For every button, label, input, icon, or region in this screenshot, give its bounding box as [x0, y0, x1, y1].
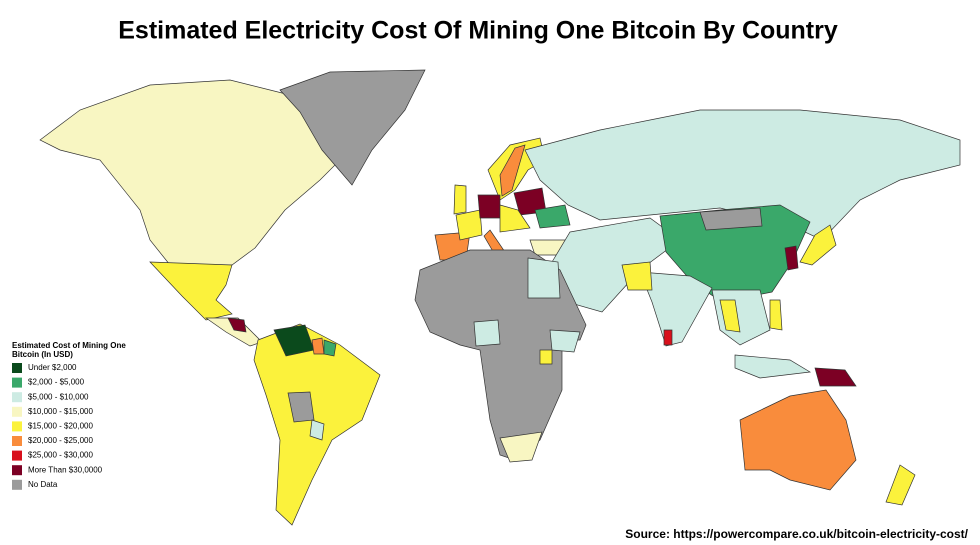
uganda: [539, 349, 553, 365]
legend-swatch: [12, 450, 22, 461]
legend-swatch: [12, 363, 22, 373]
world-map: [39, 69, 961, 526]
africa: [414, 249, 587, 461]
paraguay: [309, 419, 325, 441]
ethiopia: [549, 329, 581, 353]
norway-sweden: [499, 144, 526, 197]
legend-swatch: [12, 406, 22, 417]
mongolia: [699, 207, 763, 231]
germany: [477, 194, 501, 219]
legend-label: $10,000 - $15,000: [28, 407, 93, 416]
ukraine: [534, 204, 571, 229]
nicaragua: [227, 317, 247, 333]
legend-swatch: [12, 377, 22, 388]
france: [455, 209, 483, 241]
legend-title: Estimated Cost of Mining One: [12, 341, 126, 350]
north-america: [39, 79, 351, 266]
south-africa: [499, 431, 543, 463]
legend-swatch: [12, 479, 22, 490]
india: [639, 271, 713, 347]
legend-label: No Data: [28, 480, 58, 489]
legend-swatch: [12, 465, 22, 476]
pakistan: [621, 261, 653, 291]
china: [659, 204, 811, 303]
source-note: Source: https://powercompare.co.uk/bitco…: [625, 527, 968, 541]
bolivia: [287, 391, 315, 423]
legend-label: More Than $30,0000: [28, 465, 103, 474]
nigeria: [473, 319, 501, 347]
guyana: [311, 337, 325, 355]
legend-label: $15,000 - $20,000: [28, 422, 93, 431]
mexico: [149, 261, 233, 321]
indonesia: [734, 354, 812, 379]
korea: [784, 245, 799, 271]
philippines: [769, 299, 783, 331]
legend-label: $2,000 - $5,000: [28, 378, 85, 387]
central-europe: [499, 204, 531, 233]
russia: [524, 109, 961, 241]
legend-label: Under $2,000: [28, 363, 77, 372]
legend-swatch: [12, 436, 22, 446]
thailand: [719, 299, 741, 333]
legend-title: Bitcoin (In USD): [12, 350, 73, 359]
central-america: [204, 317, 263, 347]
greenland: [279, 69, 426, 186]
legend-label: $5,000 - $10,000: [28, 392, 89, 401]
legend-label: $25,000 - $30,000: [28, 451, 93, 460]
papua-new-guinea: [814, 367, 857, 387]
sri-lanka: [663, 329, 673, 346]
new-zealand: [885, 464, 916, 506]
legend-swatch: [12, 392, 22, 403]
egypt: [527, 257, 561, 299]
australia: [739, 389, 857, 491]
legend: Estimated Cost of Mining One Bitcoin (In…: [12, 341, 126, 490]
legend-swatch: [12, 421, 22, 432]
uk: [453, 184, 467, 215]
suriname: [323, 339, 337, 357]
map-title: Estimated Electricity Cost Of Mining One…: [118, 17, 838, 45]
southeast-asia: [711, 289, 771, 346]
japan: [799, 224, 837, 266]
legend-label: $20,000 - $25,000: [28, 436, 93, 445]
